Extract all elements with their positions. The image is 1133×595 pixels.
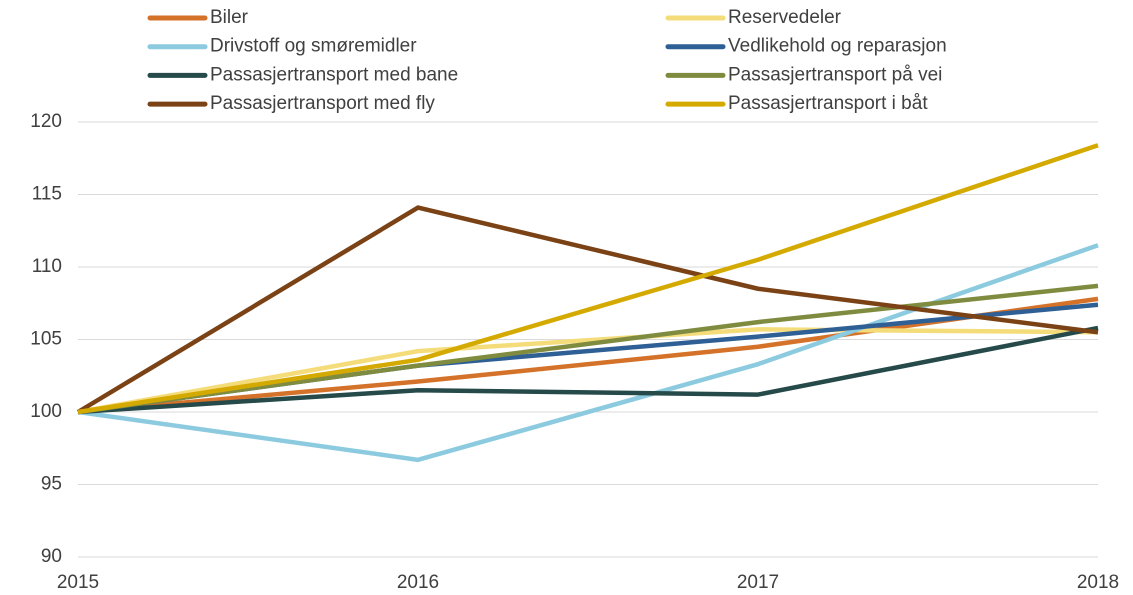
series-line	[77, 325, 1099, 415]
legend-label: Vedlikehold og reparasjon	[728, 36, 947, 57]
legend-label: Passasjertransport på vei	[728, 64, 942, 85]
y-tick-label: 105	[30, 329, 62, 350]
series-line	[77, 283, 1099, 415]
legend-label: Reservedeler	[728, 7, 842, 28]
y-tick-label: 110	[32, 256, 62, 277]
x-tick-label: 2015	[57, 572, 99, 593]
legend-label: Passasjertransport med fly	[210, 93, 435, 114]
series-line	[77, 327, 1099, 415]
y-tick-label: 90	[41, 546, 62, 567]
legend-label: Passasjertransport i båt	[728, 93, 928, 114]
series-line	[77, 296, 1099, 415]
series-line	[76, 205, 1099, 414]
legend-label: Passasjertransport med bane	[210, 64, 458, 85]
y-tick-label: 120	[30, 111, 62, 132]
legend-label: Biler	[210, 7, 249, 28]
y-tick-label: 115	[32, 184, 62, 205]
x-tick-label: 2017	[737, 572, 779, 593]
y-tick-label: 95	[41, 474, 62, 495]
legend-label: Drivstoff og smøremidler	[210, 36, 417, 57]
series-line	[77, 143, 1099, 415]
x-tick-label: 2016	[397, 572, 439, 593]
x-tick-label: 2018	[1077, 572, 1119, 593]
y-tick-label: 100	[30, 401, 62, 422]
